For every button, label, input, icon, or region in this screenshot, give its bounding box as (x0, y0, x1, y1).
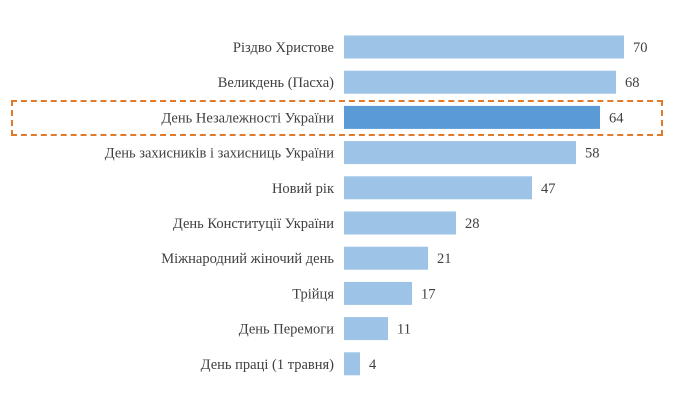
category-label: День Конституції України (173, 216, 334, 232)
highlight-box (11, 100, 663, 136)
data-label: 17 (421, 286, 436, 302)
bar (344, 176, 532, 200)
bar (344, 317, 388, 341)
category-label: День праці (1 травня) (201, 357, 335, 373)
data-label: 4 (369, 357, 377, 373)
category-label: День Перемоги (239, 322, 334, 338)
category-label: Різдво Христове (233, 40, 334, 56)
bar (344, 105, 600, 129)
bar (344, 211, 456, 235)
data-label: 21 (437, 251, 452, 267)
bar (344, 141, 576, 165)
data-label: 64 (609, 110, 624, 126)
category-label: Трійця (292, 286, 334, 302)
data-label: 68 (625, 75, 640, 91)
category-label: День Незалежності України (161, 110, 334, 126)
data-label: 70 (633, 40, 648, 56)
data-label: 28 (465, 216, 480, 232)
bar (344, 281, 412, 305)
data-label: 47 (541, 181, 556, 197)
bar (344, 246, 428, 270)
bar (344, 352, 360, 376)
category-label: День захисників і захисниць України (105, 146, 334, 162)
bar (344, 70, 616, 94)
category-label: Новий рік (272, 181, 335, 197)
data-label: 58 (585, 146, 600, 162)
bar (344, 35, 624, 59)
data-label: 11 (397, 322, 411, 338)
category-label: Великдень (Пасха) (218, 75, 334, 91)
category-label: Міжнародний жіночий день (161, 251, 334, 267)
